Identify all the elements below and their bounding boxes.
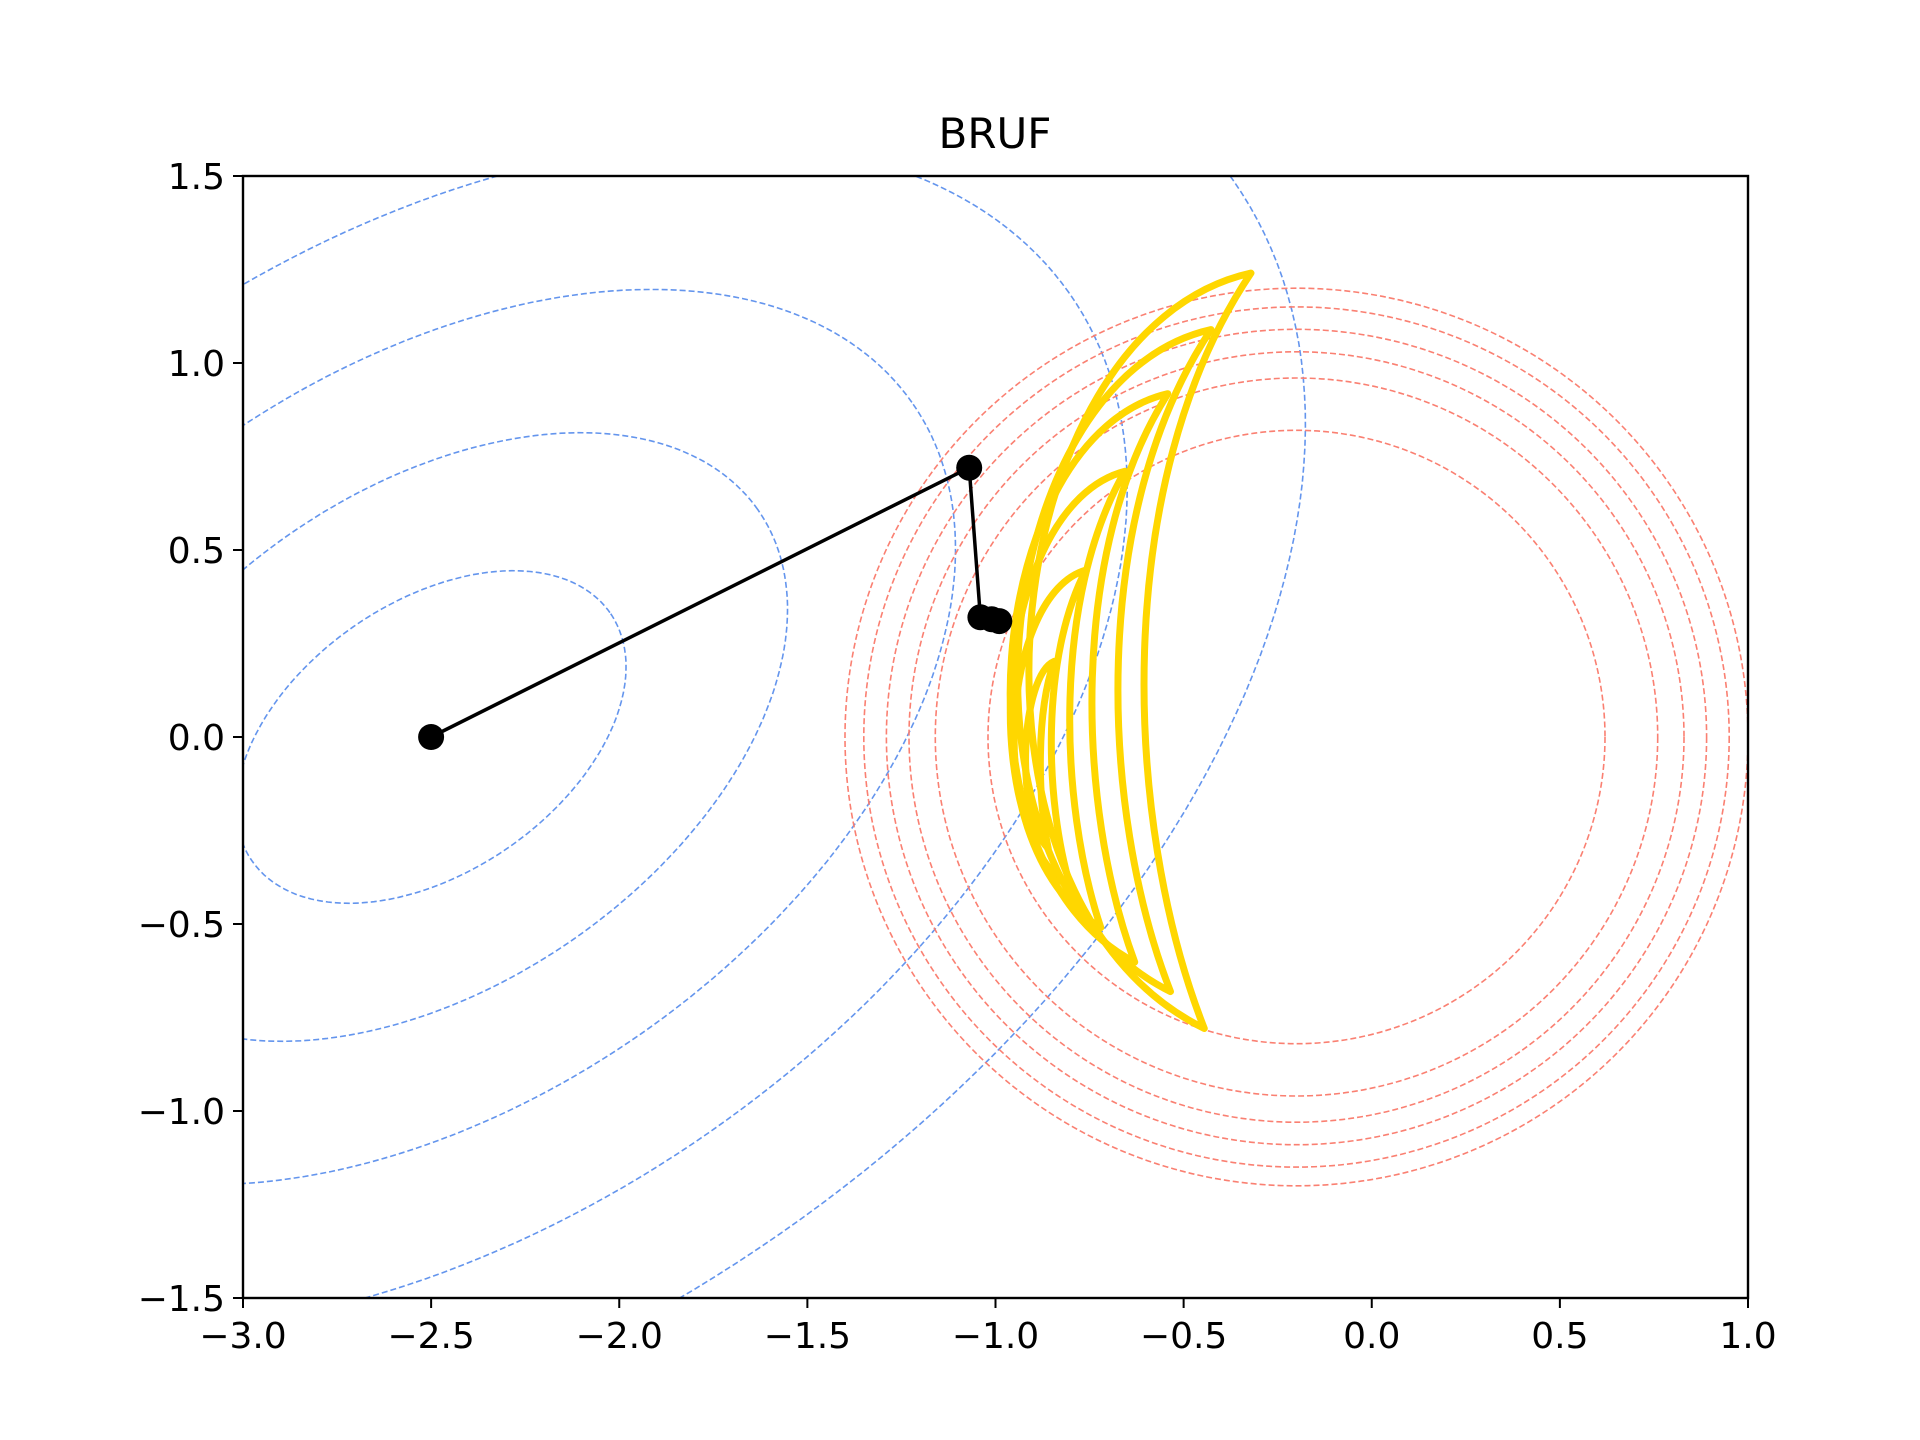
x-tick-label: −1.0 [952, 1316, 1039, 1357]
path-point-1 [956, 454, 983, 481]
y-tick-label: 1.5 [168, 157, 225, 198]
x-tick-label: 0.5 [1531, 1316, 1588, 1357]
prior-contour-2 [243, 288, 957, 1185]
prior-contour-1 [243, 431, 789, 1043]
x-tick-label: 0.0 [1343, 1316, 1400, 1357]
posterior-contour-5 [1025, 269, 1255, 1032]
x-tick-label: −2.0 [576, 1316, 663, 1357]
chart-title: BRUF [939, 109, 1052, 158]
y-tick-label: 0.5 [168, 531, 225, 572]
optimization-path [418, 454, 1013, 750]
y-tick-label: 1.0 [168, 344, 225, 385]
likelihood-contour-0 [987, 429, 1606, 1045]
y-tick-label: −1.0 [138, 1092, 225, 1133]
path-point-4 [986, 608, 1013, 635]
likelihood-contour-1 [934, 377, 1659, 1097]
x-tick-label: 1.0 [1719, 1316, 1776, 1357]
prior-contours [243, 176, 1307, 1298]
y-tick-label: −0.5 [138, 905, 225, 946]
posterior-contours [1006, 269, 1255, 1032]
likelihood-contour-2 [908, 350, 1685, 1124]
path-point-0 [418, 724, 445, 750]
likelihood-contour-4 [862, 306, 1731, 1168]
likelihood-contour-5 [844, 287, 1748, 1187]
prior-contour-4 [678, 176, 1307, 1298]
x-tick-label: −3.0 [199, 1316, 286, 1357]
prior-contour-0 [243, 569, 627, 905]
x-tick-label: −0.5 [1140, 1316, 1227, 1357]
x-tick-label: −1.5 [764, 1316, 851, 1357]
y-tick-label: −1.5 [138, 1279, 225, 1320]
y-axis: −1.5 −1.0 −0.5 0.0 0.5 1.0 1.5 [138, 157, 243, 1320]
x-axis: −3.0 −2.5 −2.0 −1.5 −1.0 −0.5 0.0 0.5 1.0 [199, 1298, 1777, 1357]
x-tick-label: −2.5 [387, 1316, 474, 1357]
likelihood-contours [844, 287, 1748, 1187]
y-tick-label: 0.0 [168, 718, 225, 759]
likelihood-contour-3 [885, 328, 1708, 1146]
